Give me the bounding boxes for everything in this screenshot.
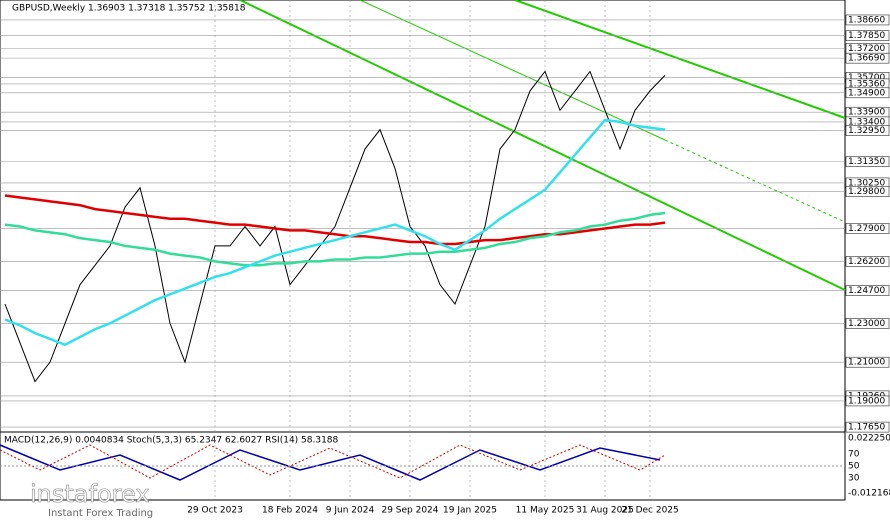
y-tick-label: 1.30250 — [848, 178, 885, 188]
series-line — [4, 70, 666, 383]
ind-tick: 0.022250 — [848, 434, 890, 444]
ind-tick: 50 — [848, 462, 860, 472]
y-tick-label: 1.21000 — [848, 358, 885, 368]
y-tick-label: 1.37850 — [848, 31, 885, 41]
y-tick-label: 1.32950 — [848, 126, 885, 136]
price-label-box — [845, 52, 890, 64]
x-tick-label: 31 Aug 2025 — [576, 506, 634, 516]
watermark-brand: instaforex — [30, 480, 150, 508]
trend-line — [664, 139, 846, 223]
price-label-box — [845, 318, 890, 329]
price-label-box — [845, 285, 890, 296]
price-label-box — [845, 395, 890, 407]
plot-frame — [0, 0, 846, 501]
y-tick-label: 1.34900 — [848, 88, 885, 98]
price-label-box — [845, 125, 890, 136]
y-tick-label: 1.17650 — [848, 423, 885, 433]
y-tick-label: 1.37200 — [848, 44, 885, 54]
ind-tick: 30 — [848, 474, 860, 484]
price-label-box — [845, 14, 890, 26]
y-tick-label: 1.29800 — [848, 187, 885, 197]
y-tick-label: 1.31350 — [848, 157, 885, 167]
x-tick-label: 11 May 2025 — [516, 506, 575, 516]
price-label-box — [845, 421, 890, 433]
y-tick-label: 1.23000 — [848, 319, 885, 329]
indicator-header: MACD(12,26,9) 0.0040834 Stoch(5,3,3) 65.… — [4, 436, 339, 446]
price-label-box — [845, 256, 890, 267]
y-tick-label: 1.24700 — [848, 286, 885, 296]
y-tick-label: 1.27900 — [848, 224, 885, 234]
watermark-slogan: Instant Forex Trading — [48, 508, 153, 519]
x-tick-label: 21 Dec 2025 — [621, 506, 679, 516]
y-tick-label: 1.33900 — [848, 108, 885, 118]
y-tick-label: 1.19000 — [848, 396, 885, 406]
ind-tick: 70 — [848, 450, 860, 460]
x-tick-label: 9 Jun 2024 — [326, 506, 375, 516]
y-tick-label: 1.26200 — [848, 257, 885, 267]
series-line — [4, 211, 666, 267]
y-tick-label: 1.35700 — [848, 73, 885, 83]
y-tick-label: 1.35360 — [848, 79, 885, 89]
y-tick-label: 1.38660 — [848, 15, 885, 25]
price-label-box — [845, 186, 890, 197]
x-tick-label: 19 Jan 2025 — [443, 506, 497, 516]
x-tick-label: 29 Oct 2023 — [187, 506, 243, 516]
price-label-box — [845, 87, 890, 99]
price-label-box — [845, 156, 890, 167]
signal-line — [0, 444, 666, 479]
trend-line — [359, 0, 666, 141]
indicator-panel — [0, 444, 845, 481]
x-tick-label: 18 Feb 2024 — [262, 506, 318, 516]
y-tick-label: 1.33400 — [848, 117, 885, 127]
x-tick-label: 29 Sep 2024 — [381, 506, 438, 516]
price-label-box — [845, 356, 890, 368]
price-label-box — [845, 30, 890, 41]
price-label-box — [845, 223, 890, 234]
y-tick-label: 1.36690 — [848, 54, 885, 64]
series-line — [4, 118, 666, 347]
chart-header: GBPUSD,Weekly 1.36903 1.37318 1.35752 1.… — [12, 4, 246, 14]
ind-tick: -0.012168 — [848, 489, 890, 499]
